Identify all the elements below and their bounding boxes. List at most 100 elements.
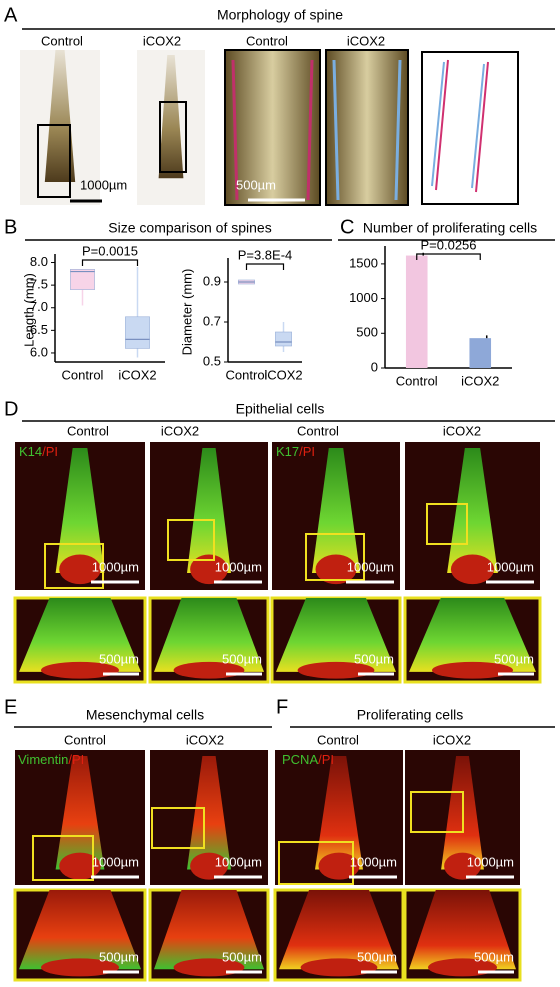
x-tick-label: Control (396, 373, 438, 388)
panel-letter: E (4, 696, 17, 718)
follicle-base (450, 554, 495, 585)
stain-marker: K14 (19, 444, 42, 459)
follicle-base (41, 958, 119, 977)
stain-marker: K17 (276, 444, 299, 459)
stain-marker: Vimentin (18, 752, 68, 767)
scale-bar-label: 1000µm (92, 559, 139, 574)
follicle-base (300, 958, 378, 977)
column-label: iCOX2 (186, 732, 224, 747)
zoom-box (278, 841, 354, 885)
scale-bar-label: 500µm (99, 651, 139, 666)
panel-letter: C (340, 216, 354, 238)
x-tick-label: Control (226, 367, 268, 382)
y-tick-label: 0.9 (203, 273, 221, 288)
y-tick-label: 6.0 (30, 344, 48, 359)
follicle-base (297, 661, 375, 679)
photo (325, 49, 409, 206)
significance-bracket (245, 263, 285, 270)
zoom-box (305, 533, 365, 581)
stain-counter: /PI (42, 444, 58, 459)
spine-shape (158, 55, 184, 179)
panel-letter: F (276, 696, 288, 718)
spine-shape (187, 756, 231, 870)
stain-marker: PCNA (282, 752, 318, 767)
scale-bar-label: 500µm (236, 177, 276, 192)
follicle-base (41, 661, 119, 679)
spine-shape (19, 890, 141, 970)
scale-bar-label: 1000µm (487, 559, 534, 574)
outline-trace (475, 61, 489, 193)
scale-bar-label: 500µm (357, 949, 397, 964)
panel-title: Number of proliferating cells (363, 220, 537, 236)
spine-shape (409, 598, 536, 672)
column-label: iCOX2 (347, 33, 385, 48)
p-value: P=3.8E-4 (238, 247, 293, 262)
stain-counter: /PI (318, 752, 334, 767)
column-label: Control (41, 33, 83, 48)
column-label: iCOX2 (143, 33, 181, 48)
y-tick-label: 7.0 (30, 299, 48, 314)
y-tick-label: 8.0 (30, 254, 48, 269)
x-tick-label: iCOX2 (264, 367, 302, 382)
stain-label: Vimentin/PI (18, 752, 84, 767)
scale-bar-label: 500µm (474, 949, 514, 964)
column-label: iCOX2 (443, 423, 481, 438)
scale-bar-label: 1000µm (215, 559, 262, 574)
spine-shape (276, 598, 396, 672)
column-label: Control (317, 732, 359, 747)
spine-shape (154, 598, 264, 672)
scale-bar-label: 500µm (354, 651, 394, 666)
y-tick-label: 0 (371, 359, 378, 374)
box (125, 316, 150, 349)
scale-bar-label: 500µm (222, 651, 262, 666)
y-tick-label: 6.5 (30, 322, 48, 337)
bar (469, 338, 492, 368)
follicle-base (190, 554, 228, 585)
scale-bar-label: 1000µm (92, 854, 139, 869)
scale-bar-label: 1000µm (347, 559, 394, 574)
scale-bar-label: 1000µm (80, 177, 127, 192)
box (70, 269, 95, 290)
column-label: Control (297, 423, 339, 438)
spine-shape (447, 448, 498, 573)
scale-bar-label: 1000µm (467, 854, 514, 869)
zoom-box (426, 503, 468, 545)
outline-trace (471, 63, 485, 189)
y-tick-label: 1000 (349, 290, 378, 305)
p-value: P=0.0015 (82, 243, 138, 258)
outline-trace (394, 59, 402, 201)
stain-counter: /PI (68, 752, 84, 767)
outline-trace (431, 61, 445, 187)
y-tick-label: 1500 (349, 255, 378, 270)
spine-shape (55, 448, 105, 573)
panel-title: Proliferating cells (357, 707, 464, 723)
outline-trace (231, 59, 239, 201)
column-label: Control (64, 732, 106, 747)
spine-shape (409, 890, 516, 970)
column-label: iCOX2 (433, 732, 471, 747)
bar (405, 255, 428, 368)
scale-bar-label: 1000µm (350, 854, 397, 869)
y-tick-label: 7.5 (30, 277, 48, 292)
y-tick-label: 0.5 (203, 353, 221, 368)
follicle-base (444, 852, 481, 880)
column-label: iCOX2 (161, 423, 199, 438)
scale-bar-label: 1000µm (215, 854, 262, 869)
scale-bar-label: 500µm (494, 651, 534, 666)
panel-title: Mesenchymal cells (86, 707, 204, 723)
follicle-base (59, 852, 101, 880)
y-tick-label: 500 (356, 325, 378, 340)
follicle-base (315, 554, 357, 585)
spine-shape (44, 50, 76, 182)
stain-label: K14/PI (19, 444, 58, 459)
x-tick-label: Control (62, 367, 104, 382)
follicle-base (190, 852, 228, 880)
y-axis-label: Length (mm) (21, 273, 36, 347)
scale-bar-label: 500µm (222, 949, 262, 964)
spine-shape (19, 598, 141, 672)
panel-title: Epithelial cells (236, 401, 325, 417)
zoom-box (37, 124, 71, 198)
x-tick-label: iCOX2 (118, 367, 156, 382)
y-axis-label: Diameter (mm) (179, 269, 194, 356)
